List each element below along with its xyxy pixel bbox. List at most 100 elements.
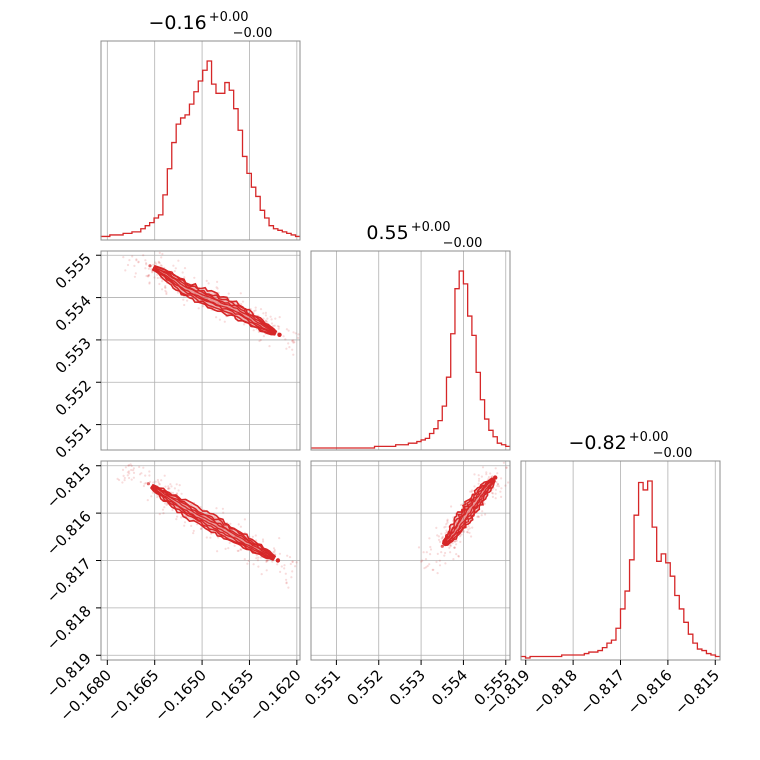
scatter-point bbox=[292, 341, 295, 344]
scatter-point bbox=[470, 489, 474, 492]
scatter-point bbox=[491, 491, 494, 495]
scatter-point bbox=[259, 338, 262, 342]
scatter-point bbox=[205, 279, 208, 282]
scatter-point bbox=[438, 559, 441, 562]
scatter-point bbox=[190, 524, 193, 528]
scatter-point bbox=[158, 513, 161, 516]
scatter-point bbox=[262, 317, 265, 320]
scatter-point bbox=[163, 286, 167, 289]
scatter-point bbox=[276, 563, 279, 566]
scatter-point bbox=[165, 503, 168, 506]
scatter-point bbox=[471, 526, 474, 529]
scatter-point bbox=[272, 551, 275, 554]
panel-title-upper-error: +0.00 bbox=[411, 220, 451, 235]
scatter-point bbox=[158, 261, 161, 265]
scatter-point bbox=[500, 477, 503, 480]
scatter-point bbox=[279, 570, 282, 574]
scatter-point bbox=[494, 492, 497, 495]
scatter-point bbox=[122, 474, 125, 477]
scatter-point bbox=[265, 569, 268, 572]
scatter-point bbox=[497, 485, 501, 488]
scatter-point bbox=[297, 336, 300, 339]
scatter-panel-1-0-frame bbox=[100, 250, 301, 451]
x-tick-label: 0.551 bbox=[301, 666, 344, 709]
scatter-point bbox=[127, 470, 131, 473]
scatter-point bbox=[273, 549, 276, 552]
scatter-point bbox=[445, 529, 448, 532]
tail-point bbox=[148, 264, 152, 268]
scatter-point bbox=[181, 271, 184, 274]
scatter-point bbox=[233, 544, 236, 547]
scatter-point bbox=[466, 531, 469, 534]
scatter-point bbox=[165, 291, 168, 294]
scatter-point bbox=[277, 327, 280, 330]
scatter-point bbox=[123, 479, 126, 482]
scatter-point bbox=[293, 341, 296, 344]
scatter-point bbox=[138, 465, 141, 469]
scatter-point bbox=[156, 496, 159, 499]
scatter-point bbox=[237, 549, 240, 552]
scatter-point bbox=[292, 331, 295, 334]
scatter-point bbox=[446, 518, 449, 521]
scatter-point bbox=[265, 559, 268, 563]
scatter-point bbox=[264, 320, 267, 323]
scatter-point bbox=[205, 536, 208, 539]
scatter-point bbox=[272, 324, 275, 327]
contour-core bbox=[152, 266, 277, 335]
scatter-point bbox=[228, 541, 231, 545]
scatter-point bbox=[480, 514, 483, 517]
scatter-point bbox=[217, 536, 220, 539]
scatter-point bbox=[150, 495, 153, 498]
scatter-point bbox=[222, 511, 225, 514]
scatter-point bbox=[180, 492, 183, 495]
scatter-point bbox=[253, 309, 256, 313]
scatter-point bbox=[292, 353, 295, 356]
scatter-point bbox=[266, 559, 269, 562]
scatter-point bbox=[286, 554, 289, 557]
scatter-point bbox=[170, 485, 173, 488]
scatter-point bbox=[124, 466, 127, 469]
scatter-point bbox=[130, 464, 133, 467]
scatter-point bbox=[164, 289, 167, 292]
scatter-point bbox=[152, 263, 155, 266]
contour-core bbox=[150, 485, 276, 560]
scatter-point bbox=[167, 487, 170, 490]
scatter-point bbox=[162, 512, 165, 515]
scatter-point bbox=[239, 548, 242, 551]
scatter-point bbox=[496, 484, 499, 487]
scatter-point bbox=[424, 558, 428, 561]
scatter-point bbox=[251, 535, 254, 538]
scatter-point bbox=[272, 547, 276, 550]
scatter-point bbox=[192, 532, 195, 535]
scatter-point bbox=[157, 480, 160, 484]
scatter-point bbox=[218, 318, 221, 321]
scatter-point bbox=[135, 258, 138, 261]
scatter-point bbox=[270, 318, 273, 321]
scatter-point bbox=[455, 553, 458, 556]
scatter-point bbox=[429, 545, 432, 549]
scatter-panel-2-0 bbox=[101, 461, 300, 660]
x-tick-label: −0.1620 bbox=[246, 666, 305, 725]
scatter-point bbox=[148, 470, 151, 473]
x-tick-label: −0.816 bbox=[624, 666, 676, 718]
hist-panel-0-frame bbox=[100, 40, 301, 241]
scatter-point bbox=[494, 488, 497, 491]
scatter-point bbox=[288, 346, 291, 349]
scatter-point bbox=[450, 505, 453, 508]
scatter-point bbox=[292, 339, 295, 342]
scatter-point bbox=[467, 525, 470, 528]
scatter-point bbox=[264, 311, 267, 314]
scatter-point bbox=[148, 274, 151, 277]
scatter-point bbox=[273, 550, 276, 553]
scatter-point bbox=[441, 535, 444, 538]
scatter-point bbox=[454, 539, 457, 543]
scatter-point bbox=[290, 576, 293, 579]
scatter-point bbox=[147, 273, 150, 277]
scatter-point bbox=[285, 581, 288, 584]
histogram-step-1 bbox=[311, 270, 510, 449]
scatter-point bbox=[428, 563, 431, 566]
scatter-point bbox=[269, 315, 272, 318]
scatter-point bbox=[287, 586, 290, 589]
scatter-point bbox=[155, 262, 158, 265]
scatter-point bbox=[142, 484, 145, 488]
